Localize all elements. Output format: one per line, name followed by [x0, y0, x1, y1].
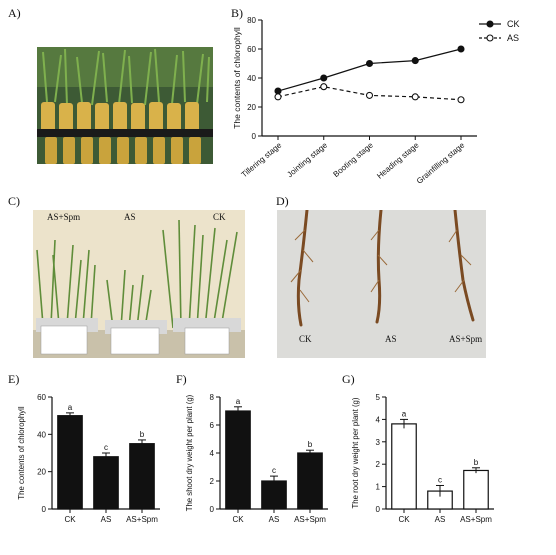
data-point-ck — [320, 74, 328, 82]
x-tick-label: Booting stage — [332, 140, 376, 179]
data-point-ck — [411, 57, 419, 65]
y-tick-label: 2 — [376, 460, 381, 469]
y-tick-label: 8 — [210, 393, 215, 402]
x-tick-label: AS — [101, 515, 112, 524]
data-point-as — [320, 83, 328, 91]
significance-letter: c — [438, 475, 442, 484]
photo-c-label-as-spm: AS+Spm — [47, 212, 81, 222]
y-tick-label: 4 — [376, 415, 381, 424]
x-tick-label: CK — [398, 515, 410, 524]
x-tick-label: CK — [64, 515, 76, 524]
y-axis-title: The contents of chlorophyll — [17, 406, 26, 499]
x-tick-label: AS — [269, 515, 280, 524]
photo-d-label-as-spm: AS+Spm — [449, 334, 483, 344]
x-tick-label: Tillering stage — [240, 140, 284, 179]
y-axis-title: The root dry weight per plant (g) — [351, 397, 360, 508]
y-tick-label: 0 — [42, 505, 47, 514]
y-tick-label: 4 — [210, 449, 215, 458]
x-tick-label: AS+Spm — [294, 515, 326, 524]
y-tick-label: 60 — [37, 393, 46, 402]
legend-marker-as — [486, 34, 494, 42]
data-point-ck — [457, 45, 465, 53]
data-point-ck — [365, 59, 374, 68]
bar-as-spm — [463, 469, 489, 510]
data-point-as — [457, 96, 465, 104]
x-tick-label: AS+Spm — [126, 515, 158, 524]
bar-as-spm — [297, 452, 323, 510]
panel-label-e: E) — [8, 372, 20, 386]
y-tick-label: 40 — [37, 430, 46, 439]
legend-marker-ck — [486, 20, 494, 28]
significance-letter: c — [104, 443, 108, 452]
y-tick-label: 0 — [252, 132, 257, 141]
y-tick-label: 0 — [210, 505, 215, 514]
y-tick-label: 20 — [247, 103, 256, 112]
legend-label-as: AS — [507, 33, 519, 43]
y-tick-label: 6 — [210, 421, 215, 430]
legend-label-ck: CK — [507, 19, 520, 29]
y-axis-title: The shoot dry weight per plant (g) — [185, 394, 194, 511]
photo-d-label-ck: CK — [299, 334, 312, 344]
y-tick-label: 5 — [376, 393, 381, 402]
y-tick-label: 1 — [376, 483, 381, 492]
panel-label-a: A) — [8, 6, 21, 20]
x-tick-label: Grainfilling stage — [415, 140, 467, 186]
significance-letter: b — [308, 440, 313, 449]
chart-e-bar-chart: 0 20 40 60 The contents of chlorophyll a CK c AS… — [17, 393, 160, 524]
photo-c-potted-plants: AS+Spm AS CK — [33, 210, 245, 358]
series-line-ck — [277, 48, 462, 92]
x-tick-label: CK — [232, 515, 244, 524]
x-tick-label: Jointing stage — [285, 140, 329, 179]
y-tick-label: 2 — [210, 477, 215, 486]
y-tick-label: 60 — [247, 45, 256, 54]
significance-letter: b — [140, 430, 145, 439]
bar-ck — [225, 410, 251, 510]
y-axis-title: The contents of chlorophyll — [232, 27, 242, 129]
photo-a-seedlings-in-tubes — [37, 47, 213, 164]
photo-d-roots: CK AS AS+Spm — [277, 210, 486, 358]
chart-b-line-chart: 0 20 40 60 80 Tillering stage Jointing stage Bo… — [232, 16, 520, 186]
y-tick-label: 20 — [37, 468, 46, 477]
panel-label-g: G) — [342, 372, 355, 386]
significance-letter: a — [402, 409, 407, 418]
chart-f-bar-chart: 0 2 4 6 8 The shoot dry weight per plant (g) a… — [185, 393, 328, 524]
bar-ck — [391, 423, 417, 510]
x-tick-label: Heading stage — [375, 140, 421, 180]
panel-label-d: D) — [276, 194, 289, 208]
data-point-as — [411, 93, 419, 101]
bar-as — [93, 456, 119, 510]
bar-ck — [57, 415, 83, 510]
y-tick-label: 3 — [376, 438, 381, 447]
x-tick-label: AS — [435, 515, 446, 524]
y-tick-label: 80 — [247, 16, 256, 25]
x-tick-label: AS+Spm — [460, 515, 492, 524]
photo-c-label-ck: CK — [213, 212, 226, 222]
y-tick-label: 40 — [247, 74, 256, 83]
panel-label-c: C) — [8, 194, 20, 208]
photo-d-label-as: AS — [385, 334, 397, 344]
significance-letter: a — [68, 403, 73, 412]
data-point-as — [365, 91, 374, 99]
data-point-as — [274, 93, 282, 101]
significance-letter: a — [236, 397, 241, 406]
panel-label-b: B) — [231, 6, 243, 20]
significance-letter: b — [474, 458, 479, 467]
chart-g-bar-chart: 0 1 2 3 4 5 The root dry weight per plant (g) a… — [351, 393, 494, 524]
bar-as-spm — [129, 443, 155, 510]
photo-c-label-as: AS — [124, 212, 136, 222]
y-tick-label: 0 — [376, 505, 381, 514]
significance-letter: c — [272, 466, 276, 475]
data-point-ck — [274, 87, 282, 95]
panel-label-f: F) — [176, 372, 187, 386]
